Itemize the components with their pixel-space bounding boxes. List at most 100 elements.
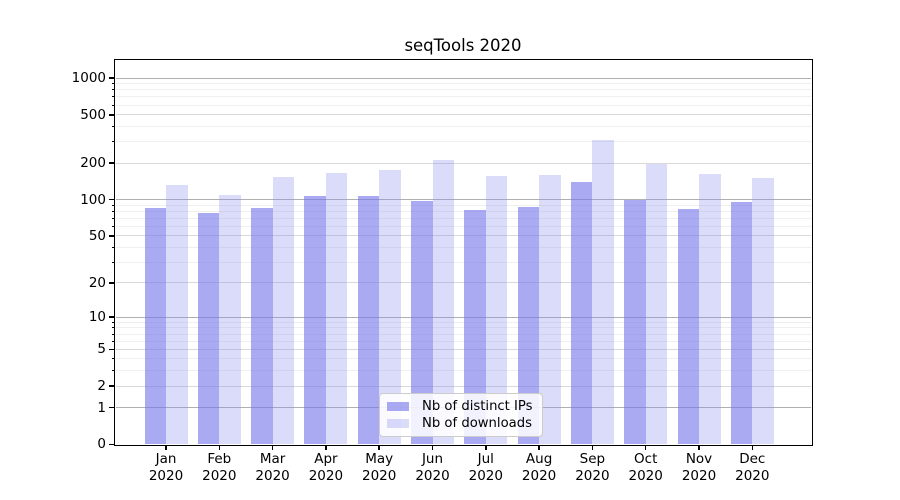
y-axis-minor-tick bbox=[111, 225, 115, 227]
bar-jul-distinct-ips bbox=[464, 210, 486, 445]
gridline-minor bbox=[115, 141, 811, 143]
x-tick-label-jul: Jul 2020 bbox=[468, 451, 503, 484]
x-tick-label-mar: Mar 2020 bbox=[255, 451, 290, 484]
gridline-major bbox=[115, 77, 811, 79]
y-tick-label: 100 bbox=[80, 191, 106, 208]
bar-nov-distinct-ips bbox=[677, 209, 699, 445]
y-tick-label: 500 bbox=[80, 106, 106, 123]
y-axis-minor-tick bbox=[111, 370, 115, 372]
legend-entry-downloads: Nb of downloads bbox=[387, 416, 533, 432]
x-axis-tick bbox=[644, 444, 647, 450]
y-axis-minor-tick bbox=[111, 89, 115, 91]
y-axis-minor-tick bbox=[111, 217, 115, 219]
y-axis-minor-tick bbox=[111, 141, 115, 143]
y-axis-minor-tick bbox=[111, 210, 115, 212]
y-tick-label: 1 bbox=[97, 399, 106, 416]
x-tick-label-jun: Jun 2020 bbox=[415, 451, 450, 484]
bar-oct-distinct-ips bbox=[624, 199, 646, 445]
x-tick-label-dec: Dec 2020 bbox=[735, 451, 770, 484]
x-axis-tick bbox=[591, 444, 594, 450]
y-axis-minor-tick bbox=[111, 204, 115, 206]
y-tick-label: 1000 bbox=[71, 70, 106, 87]
gridline-minor bbox=[115, 370, 811, 372]
y-axis-tick bbox=[109, 348, 115, 351]
bar-aug-downloads bbox=[539, 174, 561, 445]
x-axis-tick bbox=[751, 444, 754, 450]
y-axis-tick bbox=[109, 282, 115, 284]
gridline bbox=[115, 162, 811, 164]
x-axis-tick bbox=[378, 444, 380, 450]
y-axis-minor-tick bbox=[111, 104, 115, 106]
y-tick-label: 5 bbox=[97, 341, 106, 358]
x-axis-tick bbox=[538, 444, 540, 450]
y-axis-minor-tick bbox=[111, 83, 115, 85]
y-axis-minor-tick bbox=[111, 340, 115, 342]
bar-jan-distinct-ips bbox=[144, 207, 166, 445]
x-tick-label-may: May 2020 bbox=[362, 451, 397, 484]
bar-feb-downloads bbox=[219, 194, 241, 445]
x-tick-label-oct: Oct 2020 bbox=[628, 451, 663, 484]
bar-apr-downloads bbox=[325, 173, 348, 445]
gridline-major bbox=[115, 316, 811, 318]
x-axis-tick bbox=[698, 444, 700, 450]
y-axis-minor-tick bbox=[111, 246, 115, 248]
y-axis-tick bbox=[109, 77, 115, 79]
x-tick-label-apr: Apr 2020 bbox=[308, 451, 344, 484]
gridline bbox=[115, 282, 811, 284]
bar-sep-downloads bbox=[592, 139, 614, 445]
y-tick-label: 200 bbox=[80, 155, 106, 172]
x-axis-tick bbox=[165, 444, 167, 450]
bar-may-distinct-ips bbox=[357, 196, 380, 445]
chart-title: seqTools 2020 bbox=[404, 36, 522, 55]
gridline-minor bbox=[115, 217, 811, 219]
gridline-minor bbox=[115, 96, 811, 98]
legend-label-distinct-ips: Nb of distinct IPs bbox=[422, 399, 533, 414]
gridline-minor bbox=[115, 327, 811, 329]
y-tick-label: 20 bbox=[88, 274, 106, 291]
bar-apr-distinct-ips bbox=[304, 195, 326, 445]
bar-jun-downloads bbox=[432, 160, 454, 445]
gridline-minor bbox=[115, 126, 811, 128]
y-axis-minor-tick bbox=[111, 96, 115, 98]
gridline-minor bbox=[115, 246, 811, 248]
y-axis-minor-tick bbox=[111, 261, 115, 263]
legend-label-downloads: Nb of downloads bbox=[422, 416, 532, 431]
legend-swatch-distinct-ips bbox=[387, 401, 409, 412]
x-tick-label-feb: Feb 2020 bbox=[202, 451, 237, 484]
gridline-major bbox=[115, 199, 811, 201]
bar-jun-distinct-ips bbox=[411, 201, 433, 445]
y-tick-label: 10 bbox=[88, 309, 106, 326]
x-tick-label-jan: Jan 2020 bbox=[148, 451, 184, 484]
x-axis-tick bbox=[325, 444, 327, 450]
legend-swatch-downloads bbox=[387, 418, 409, 429]
gridline-minor bbox=[115, 321, 811, 323]
y-axis-minor-tick bbox=[111, 126, 115, 128]
y-axis-tick bbox=[109, 443, 115, 446]
bar-may-downloads bbox=[379, 169, 401, 445]
legend-entry-distinct-ips: Nb of distinct IPs bbox=[387, 399, 533, 415]
gridline-minor bbox=[115, 358, 811, 360]
y-tick-label: 0 bbox=[97, 436, 106, 453]
x-tick-label-aug: Aug 2020 bbox=[521, 451, 557, 484]
y-axis-minor-tick bbox=[111, 358, 115, 360]
bar-mar-distinct-ips bbox=[251, 208, 273, 445]
y-axis-tick bbox=[109, 235, 115, 237]
gridline-minor bbox=[115, 89, 811, 91]
gridline-minor bbox=[115, 225, 811, 227]
bar-aug-distinct-ips bbox=[517, 206, 540, 445]
gridline-minor bbox=[115, 204, 811, 206]
x-tick-label-sep: Sep 2020 bbox=[575, 451, 610, 484]
y-tick-label: 2 bbox=[97, 378, 106, 395]
bar-jan-downloads bbox=[166, 185, 188, 445]
x-tick-label-nov: Nov 2020 bbox=[681, 451, 717, 484]
x-axis-tick bbox=[218, 444, 221, 450]
y-tick-label: 50 bbox=[88, 227, 106, 244]
bar-nov-downloads bbox=[699, 174, 721, 445]
y-axis-minor-tick bbox=[111, 321, 115, 323]
x-axis-tick bbox=[485, 444, 487, 450]
bar-dec-distinct-ips bbox=[730, 202, 753, 445]
gridline-minor bbox=[115, 210, 811, 212]
